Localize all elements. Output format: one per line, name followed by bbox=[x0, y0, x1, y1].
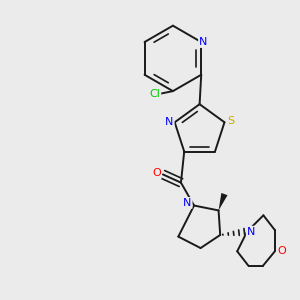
Text: Cl: Cl bbox=[149, 89, 160, 99]
Text: N: N bbox=[199, 37, 207, 47]
Text: O: O bbox=[277, 246, 286, 256]
Text: N: N bbox=[183, 198, 192, 208]
Text: N: N bbox=[247, 227, 255, 237]
Text: N: N bbox=[165, 117, 174, 127]
Text: O: O bbox=[152, 168, 161, 178]
Text: S: S bbox=[227, 116, 234, 126]
Polygon shape bbox=[219, 193, 227, 210]
